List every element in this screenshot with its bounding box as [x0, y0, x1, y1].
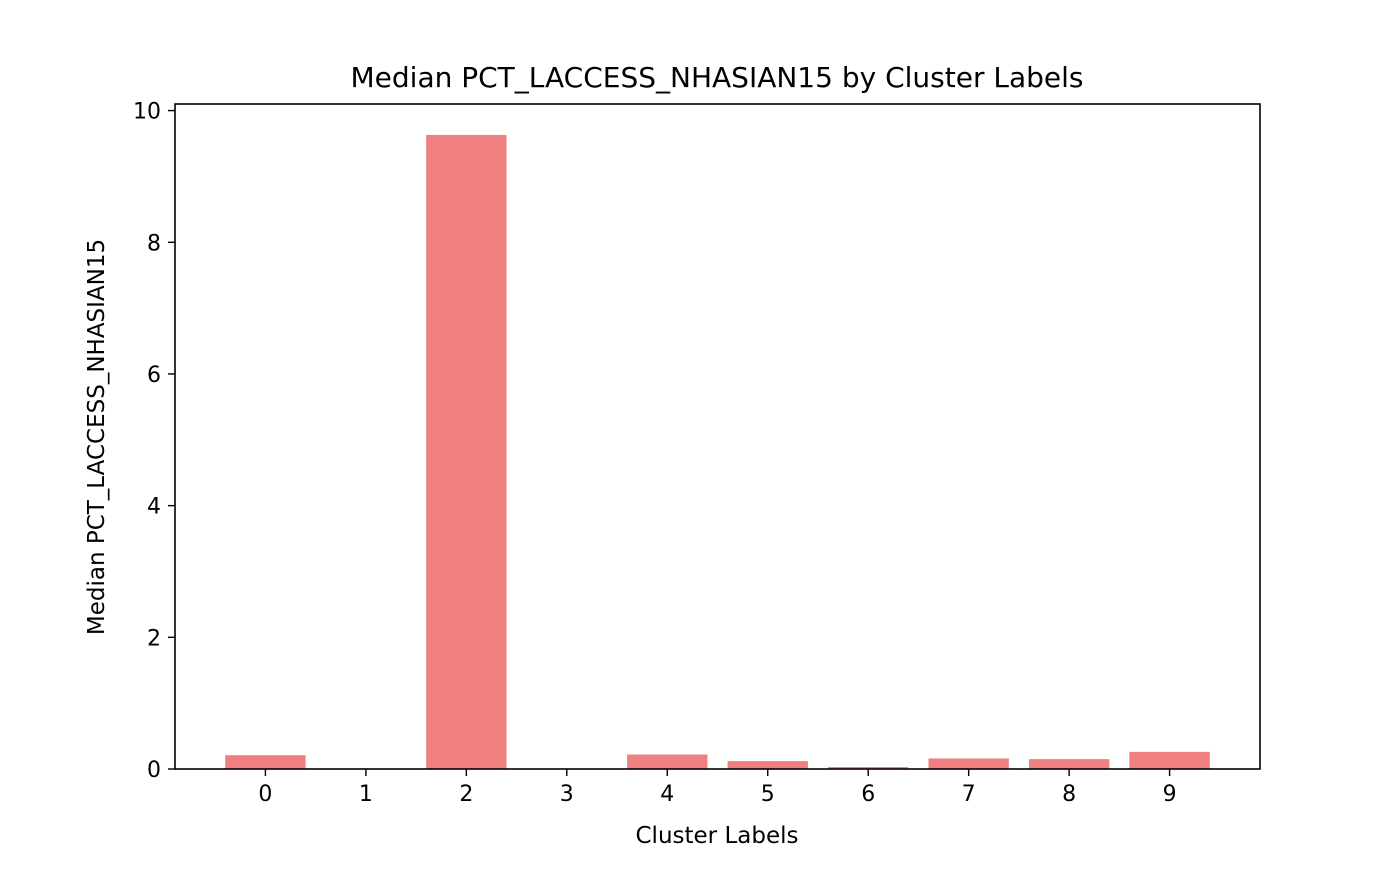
x-tick-label: 8: [1062, 782, 1076, 807]
x-tick-label: 7: [962, 782, 976, 807]
bar-cluster-9: [1129, 751, 1210, 769]
x-tick-label: 9: [1163, 782, 1177, 807]
bar-cluster-2: [426, 134, 507, 769]
x-tick-label: 2: [459, 782, 473, 807]
x-tick-label: 6: [861, 782, 875, 807]
y-tick-label: 2: [147, 626, 161, 651]
x-tick-label: 4: [660, 782, 674, 807]
chart-title: Median PCT_LACCESS_NHASIAN15 by Cluster …: [351, 61, 1084, 94]
y-tick-label: 10: [133, 100, 161, 125]
y-axis-ticks: 0 2 4 6 8 10: [133, 100, 175, 783]
y-tick-label: 6: [147, 363, 161, 388]
bar-cluster-6: [828, 767, 909, 769]
bar-cluster-8: [1028, 759, 1110, 769]
x-axis-label: Cluster Labels: [636, 823, 799, 849]
bar-cluster-0: [225, 755, 306, 769]
y-tick-label: 0: [147, 758, 161, 783]
bar-cluster-7: [928, 758, 1009, 769]
x-tick-label: 0: [258, 782, 272, 807]
y-tick-label: 4: [147, 495, 161, 520]
bars-group: [225, 134, 1210, 769]
x-tick-label: 3: [560, 782, 574, 807]
y-tick-label: 8: [147, 231, 161, 256]
bar-cluster-5: [727, 761, 808, 769]
x-axis-ticks: 0 1 2 3 4 5 6 7 8 9: [258, 769, 1177, 807]
x-tick-label: 1: [359, 782, 373, 807]
y-axis-label: Median PCT_LACCESS_NHASIAN15: [84, 239, 110, 635]
x-tick-label: 5: [761, 782, 775, 807]
bar-cluster-4: [627, 754, 708, 769]
plot-frame: [174, 103, 1261, 770]
